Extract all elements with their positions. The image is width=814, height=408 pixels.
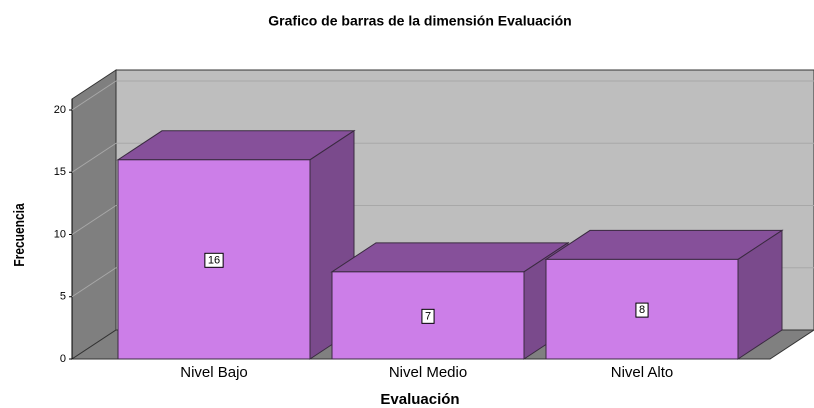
value-label-box bbox=[421, 308, 435, 324]
chart-title: Grafico de barras de la dimensión Evalua… bbox=[268, 13, 571, 29]
grid-line bbox=[71, 80, 117, 111]
x-tick-label: Nivel Alto bbox=[611, 364, 674, 381]
y-tick-label: 5 bbox=[60, 291, 66, 303]
value-label: 7 bbox=[425, 310, 431, 322]
grid-line bbox=[71, 142, 117, 173]
y-tick-label: 20 bbox=[54, 104, 66, 116]
value-label: 8 bbox=[639, 304, 645, 316]
grid-line bbox=[71, 267, 117, 298]
x-tick-label: Nivel Bajo bbox=[180, 364, 248, 381]
value-label-box bbox=[204, 252, 224, 268]
y-tick-label: 10 bbox=[54, 228, 66, 240]
y-tick-label: 0 bbox=[60, 353, 66, 365]
x-tick-label: Nivel Medio bbox=[389, 364, 467, 381]
y-tick-label: 15 bbox=[54, 166, 66, 178]
value-label: 16 bbox=[208, 254, 220, 266]
value-label-box bbox=[635, 302, 649, 318]
x-axis-label: Evaluación bbox=[380, 391, 459, 408]
side-wall bbox=[71, 69, 117, 360]
y-axis-label: Frecuencia bbox=[11, 203, 28, 267]
grid-line bbox=[71, 205, 117, 235]
